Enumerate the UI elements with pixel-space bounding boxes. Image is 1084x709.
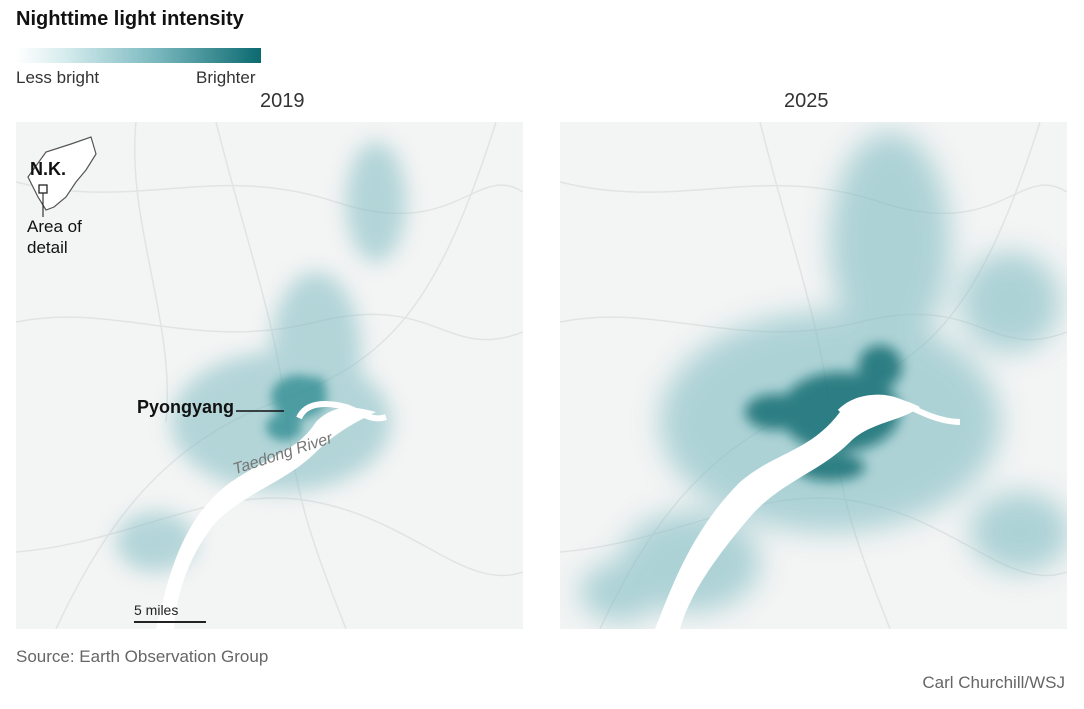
source-note: Source: Earth Observation Group [16,647,269,666]
map-2025-canvas [560,122,1067,629]
area-of-detail-label: Area of detail [27,217,82,257]
legend-high-label: Brighter [196,68,256,87]
map-2019-canvas [16,122,523,629]
year-label-2019: 2019 [260,90,305,112]
taedong-river-bend [837,394,961,425]
legend-gradient [16,48,261,63]
credit-note: Carl Churchill/WSJ [922,673,1065,692]
chart-title: Nighttime light intensity [16,8,244,30]
map-2019: N.K. Area of detail Pyongyang Taedong Ri… [16,122,523,629]
year-label-2025: 2025 [784,90,829,112]
scale-label: 5 miles [134,602,179,618]
light-glow [116,142,406,572]
taedong-river [156,407,376,629]
city-label: Pyongyang [137,397,235,417]
taedong-river-bend [296,401,387,422]
legend-low-label: Less bright [16,68,100,87]
country-label: N.K. [30,159,66,179]
map-2025 [560,122,1067,629]
area-of-detail-marker [38,184,48,194]
light-glow [580,132,1067,622]
taedong-river [655,396,920,629]
